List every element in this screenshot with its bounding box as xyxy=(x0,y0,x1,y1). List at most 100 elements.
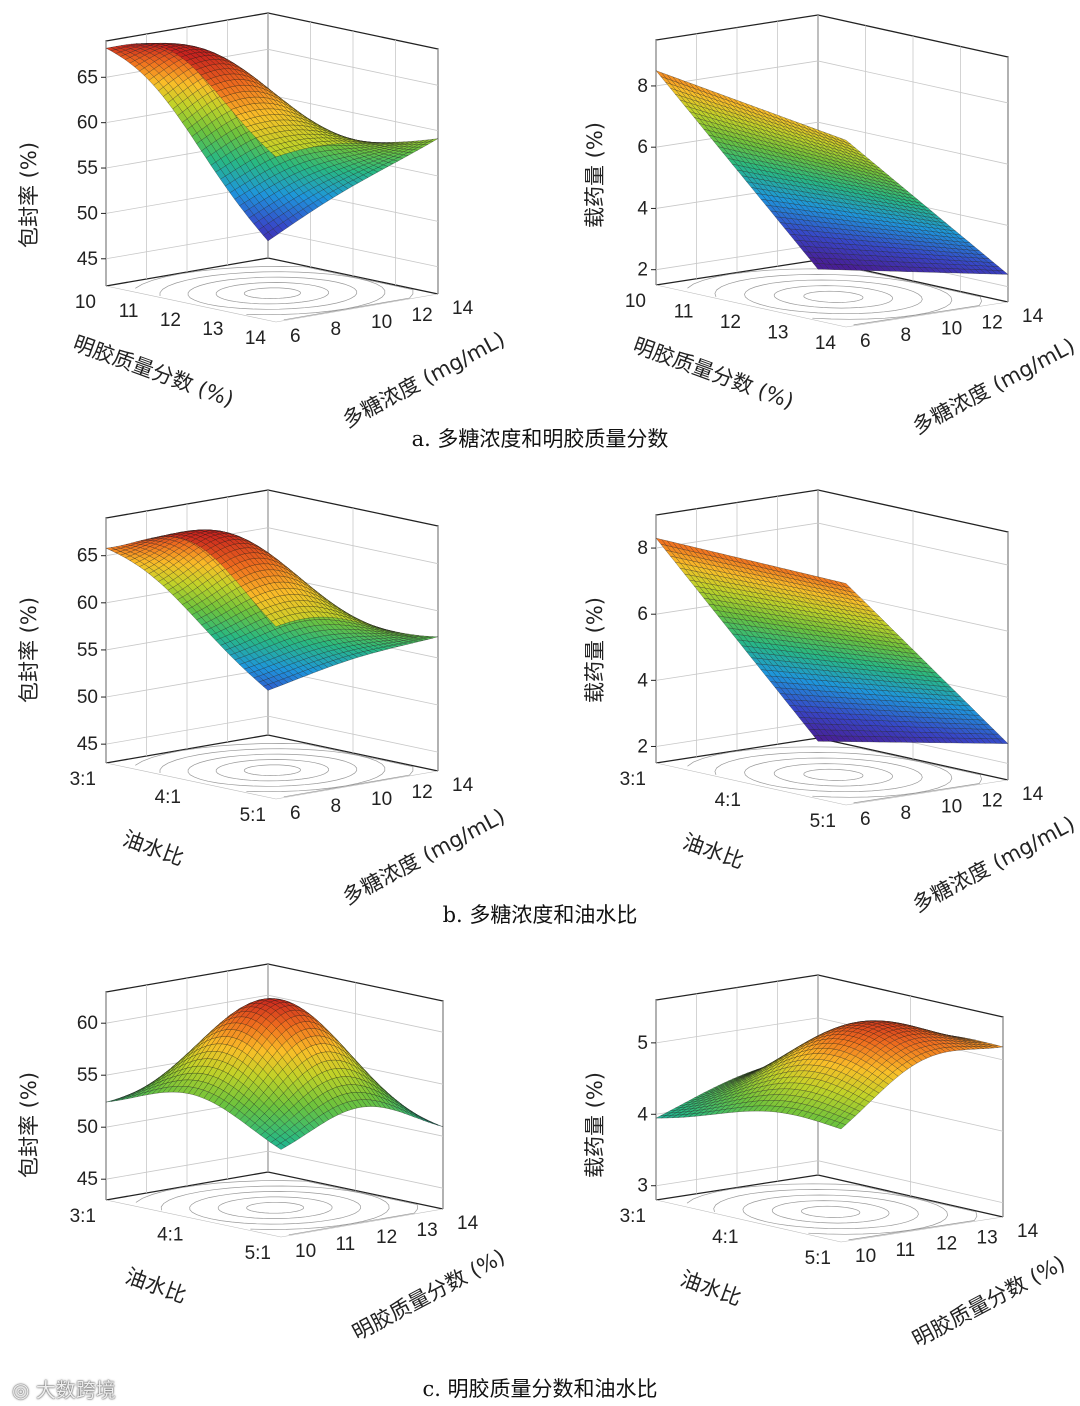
z-tick-label: 4 xyxy=(637,670,648,691)
x-tick-label: 8 xyxy=(331,319,342,340)
y-tick-label: 5:1 xyxy=(240,805,266,826)
y-ticks: 5:1 4:1 3:1 xyxy=(620,769,836,832)
contour-line xyxy=(744,757,923,793)
y-tick-label: 11 xyxy=(674,302,694,323)
surface-cell xyxy=(270,150,282,158)
x-ticks: 6 8 10 12 14 xyxy=(290,775,474,824)
y-tick-label: 10 xyxy=(625,291,646,312)
contour-line xyxy=(160,1185,390,1230)
z-tick-label: 8 xyxy=(637,76,648,97)
contour-line xyxy=(243,764,301,776)
y-axis-label: 油水比 xyxy=(680,829,747,873)
y-axis-label: 油水比 xyxy=(120,826,187,870)
z-tick-label: 6 xyxy=(637,137,648,158)
z-tick-label: 60 xyxy=(77,113,98,134)
y-tick-label: 14 xyxy=(815,333,837,354)
z-tick-label: 65 xyxy=(77,546,98,567)
x-tick-label: 6 xyxy=(290,803,301,824)
contour-line xyxy=(803,768,864,781)
contour-line xyxy=(135,266,414,321)
x-ticks: 6 8 10 12 14 xyxy=(860,306,1044,352)
contour-line xyxy=(135,743,414,798)
surface-mesh xyxy=(105,43,439,242)
surface-mesh xyxy=(655,537,1009,744)
y-axis-label: 明胶质量分数 (%) xyxy=(630,333,797,413)
x-tick-label: 8 xyxy=(901,803,912,824)
z-tick-label: 55 xyxy=(77,158,98,179)
y-tick-label: 12 xyxy=(720,312,741,333)
y-tick-label: 13 xyxy=(767,323,788,344)
contour-line xyxy=(159,271,386,316)
contour-line xyxy=(215,282,329,305)
y-tick-label: 11 xyxy=(119,301,139,322)
contour-line xyxy=(246,1201,304,1214)
x-ticks: 6 8 10 12 14 xyxy=(290,298,474,347)
x-tick-label: 14 xyxy=(452,298,474,319)
y-tick-label: 4:1 xyxy=(715,790,741,811)
y-tick-label: 5:1 xyxy=(810,811,836,832)
z-axis-label: 载药量 (%) xyxy=(583,122,607,228)
x-tick-label: 14 xyxy=(1022,784,1044,805)
contour-line xyxy=(773,763,894,787)
contour-line xyxy=(744,279,923,315)
x-tick-label: 10 xyxy=(941,319,962,340)
x-tick-label: 6 xyxy=(290,326,301,347)
contour-line xyxy=(215,759,329,782)
z-tick-label: 60 xyxy=(77,593,98,614)
x-axis-label: 多糖浓度 (mg/mL) xyxy=(909,811,1079,917)
z-axis-label: 载药量 (%) xyxy=(583,597,607,703)
x-tick-label: 14 xyxy=(1022,306,1044,327)
y-tick-label: 10 xyxy=(75,292,96,313)
x-tick-label: 8 xyxy=(331,796,342,817)
z-axis-label: 包封率 (%) xyxy=(17,142,41,248)
contour-line xyxy=(187,276,358,310)
contour-line xyxy=(187,753,358,787)
x-tick-label: 10 xyxy=(941,797,962,818)
floor-contours xyxy=(135,266,414,321)
contour-line xyxy=(714,274,953,320)
z-tick-label: 50 xyxy=(77,203,98,224)
floor-front-edge xyxy=(105,762,439,800)
y-tick-label: 3:1 xyxy=(70,769,96,790)
z-tick-label: 55 xyxy=(77,640,98,661)
x-tick-label: 6 xyxy=(860,809,871,830)
z-axis-label: 包封率 (%) xyxy=(17,597,41,703)
z-tick-label: 6 xyxy=(637,604,648,625)
z-tick-label: 50 xyxy=(77,687,98,708)
x-axis-label: 多糖浓度 (mg/mL) xyxy=(909,333,1079,439)
x-tick-label: 10 xyxy=(371,789,392,810)
contour-line xyxy=(159,748,386,793)
contour-line xyxy=(189,1191,361,1225)
floor-front-edge xyxy=(655,284,1009,328)
contour-line xyxy=(687,268,982,326)
x-tick-label: 12 xyxy=(412,305,433,326)
x-tick-label: 12 xyxy=(412,782,433,803)
z-tick-label: 65 xyxy=(77,67,98,88)
surface-cell xyxy=(840,137,851,145)
z-tick-label: 4 xyxy=(637,198,648,219)
floor-back-edge xyxy=(655,737,1009,781)
floor-front-edge xyxy=(105,285,439,323)
z-tick-label: 8 xyxy=(637,538,648,559)
x-ticks: 6 8 10 12 14 xyxy=(860,784,1044,830)
x-tick-label: 12 xyxy=(982,312,1003,333)
x-tick-label: 8 xyxy=(901,325,912,346)
y-ticks: 14 13 12 11 10 xyxy=(625,291,837,354)
x-axis-label: 多糖浓度 (mg/mL) xyxy=(339,327,509,433)
contour-line xyxy=(217,1196,333,1219)
y-tick-label: 12 xyxy=(160,310,181,331)
x-tick-label: 6 xyxy=(860,331,871,352)
x-tick-label: 14 xyxy=(452,775,474,796)
y-tick-label: 4:1 xyxy=(155,787,181,808)
z-grid-line xyxy=(105,715,439,753)
y-tick-label: 3:1 xyxy=(620,769,646,790)
y-ticks: 5:1 4:1 3:1 xyxy=(70,769,266,826)
x-axis-label: 多糖浓度 (mg/mL) xyxy=(339,804,509,910)
